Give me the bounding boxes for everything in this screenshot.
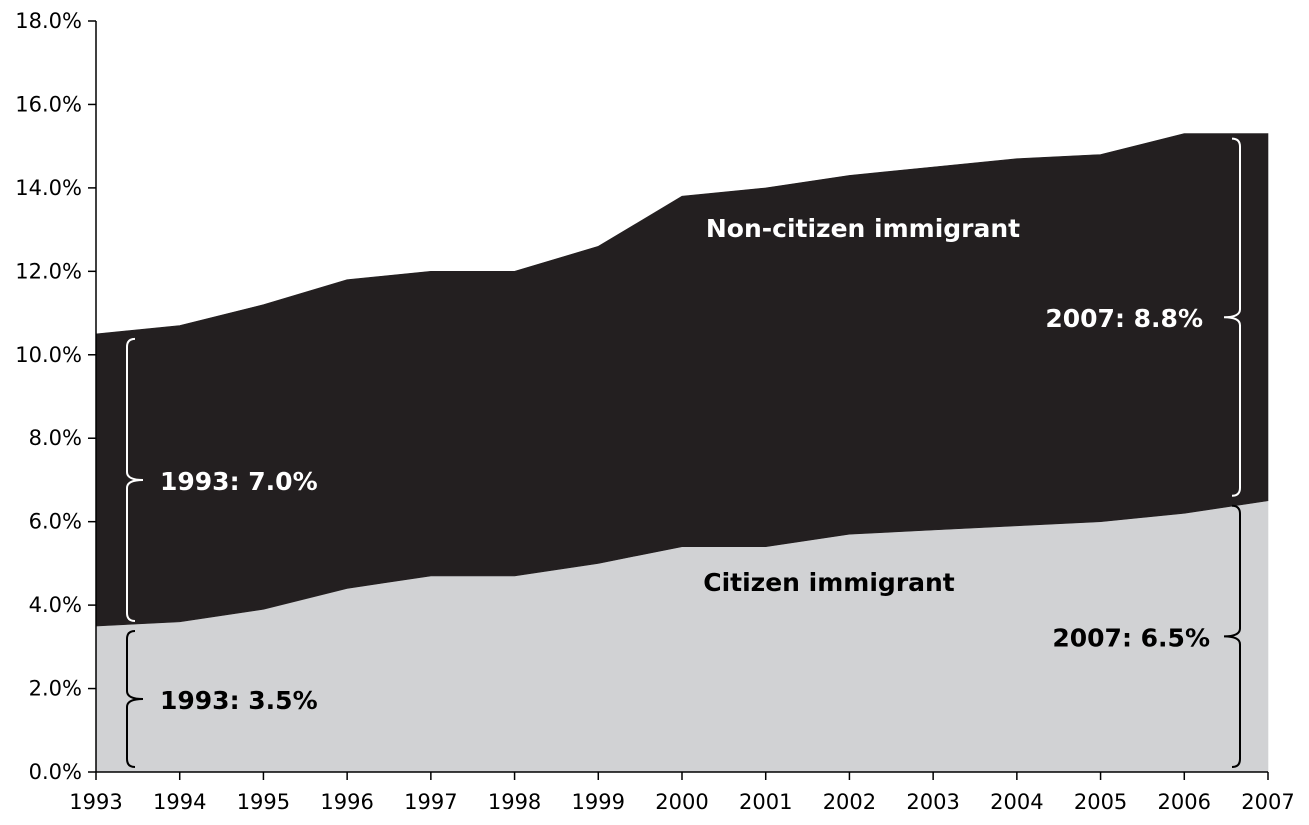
x-tick-label: 1997: [404, 790, 457, 814]
brace-2007-citizen: [1223, 504, 1241, 768]
annotation-2007-citizen: 2007: 6.5%: [1052, 623, 1210, 652]
x-tick-label: 2005: [1074, 790, 1127, 814]
series-labels: Non-citizen immigrant Citizen immigrant: [703, 214, 1020, 597]
y-tick-label: 0.0%: [29, 760, 82, 784]
y-tick-label: 4.0%: [29, 593, 82, 617]
y-tick-label: 12.0%: [15, 259, 82, 283]
y-tick-label: 8.0%: [29, 426, 82, 450]
annotation-layer: 1993: 7.0% 1993: 3.5% 2007: 8.8% 2007: 6…: [126, 137, 1241, 768]
x-tick-label: 2004: [990, 790, 1043, 814]
y-tick-label: 16.0%: [15, 92, 82, 116]
y-tick-label: 14.0%: [15, 176, 82, 200]
brace-1993-citizen: [126, 629, 144, 768]
axes: 0.0% 2.0% 4.0% 6.0% 8.0% 10.0% 12.0% 14.0% 16.0%…: [15, 9, 1294, 814]
x-tick-label: 2001: [739, 790, 792, 814]
y-tick-label: 2.0%: [29, 677, 82, 701]
x-tick-label: 1994: [153, 790, 206, 814]
y-tick-label: 10.0%: [15, 343, 82, 367]
series-label-non-citizen: Non-citizen immigrant: [706, 214, 1020, 243]
x-tick-label: 2000: [655, 790, 708, 814]
x-tick-label: 1998: [488, 790, 541, 814]
brace-1993-noncitizen: [126, 337, 144, 622]
x-tick-label: 2007: [1241, 790, 1294, 814]
y-tick-label: 6.0%: [29, 510, 82, 534]
x-tick-label: 1999: [572, 790, 625, 814]
annotation-1993-citizen: 1993: 3.5%: [160, 686, 318, 715]
y-tick-label: 18.0%: [15, 9, 82, 33]
annotation-2007-noncitizen: 2007: 8.8%: [1045, 304, 1203, 333]
series-label-citizen: Citizen immigrant: [703, 568, 955, 597]
x-tick-label: 2002: [823, 790, 876, 814]
brace-2007-noncitizen: [1223, 137, 1241, 497]
x-tick-label: 2003: [906, 790, 959, 814]
area-layer: [95, 133, 1269, 773]
x-tick-label: 1995: [237, 790, 290, 814]
x-tick-label: 1996: [320, 790, 373, 814]
x-tick-label: 2006: [1158, 790, 1211, 814]
x-tick-label: 1993: [69, 790, 122, 814]
area-series-1: [95, 133, 1269, 627]
annotation-1993-noncitizen: 1993: 7.0%: [160, 467, 318, 496]
